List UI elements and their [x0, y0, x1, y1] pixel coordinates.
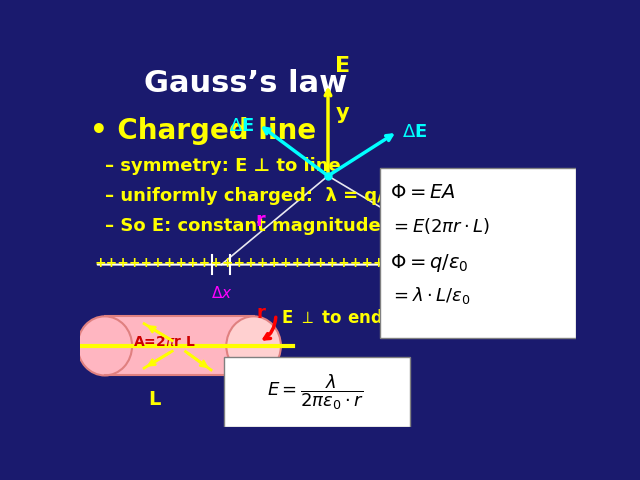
Text: +++++++++++++++++++++++++++++++++++: +++++++++++++++++++++++++++++++++++	[95, 256, 502, 270]
Text: L: L	[148, 390, 161, 409]
Text: $\Delta x$: $\Delta x$	[497, 245, 518, 262]
Text: – uniformly charged:  λ = q/L: – uniformly charged: λ = q/L	[105, 187, 395, 205]
Text: • Charged line: • Charged line	[90, 117, 316, 145]
Text: E: E	[335, 56, 351, 76]
Text: – symmetry: E ⊥ to line: – symmetry: E ⊥ to line	[105, 157, 340, 175]
Text: $\Phi = EA$: $\Phi = EA$	[390, 183, 456, 202]
Text: – So E: constant magnitude: – So E: constant magnitude	[105, 216, 381, 235]
Text: $= \lambda \cdot L/\varepsilon_0$: $= \lambda \cdot L/\varepsilon_0$	[390, 286, 470, 307]
Text: $E = \dfrac{\lambda}{2\pi\varepsilon_0 \cdot r}$: $E = \dfrac{\lambda}{2\pi\varepsilon_0 \…	[267, 372, 364, 412]
Text: E $\perp$ to end: E $\perp$ to end	[281, 309, 383, 327]
Text: Gauss’s law: Gauss’s law	[145, 69, 348, 98]
Text: $\Delta$E: $\Delta$E	[402, 122, 428, 141]
Text: x: x	[536, 259, 549, 278]
Text: r': r'	[415, 200, 430, 218]
Text: $= E(2\pi r \cdot L)$: $= E(2\pi r \cdot L)$	[390, 216, 490, 236]
Text: r: r	[256, 304, 265, 322]
Bar	[105, 316, 253, 375]
Text: A=2$\pi$r L: A=2$\pi$r L	[133, 335, 196, 349]
Text: $\Delta$E: $\Delta$E	[228, 117, 254, 135]
FancyBboxPatch shape	[224, 357, 410, 427]
Ellipse shape	[77, 316, 132, 375]
Text: $\Phi = q/\varepsilon_0$: $\Phi = q/\varepsilon_0$	[390, 252, 468, 274]
Text: y: y	[335, 103, 349, 123]
FancyBboxPatch shape	[380, 168, 576, 338]
Ellipse shape	[227, 316, 281, 375]
Text: r: r	[255, 211, 264, 230]
Text: $\Delta x$: $\Delta x$	[211, 285, 232, 301]
